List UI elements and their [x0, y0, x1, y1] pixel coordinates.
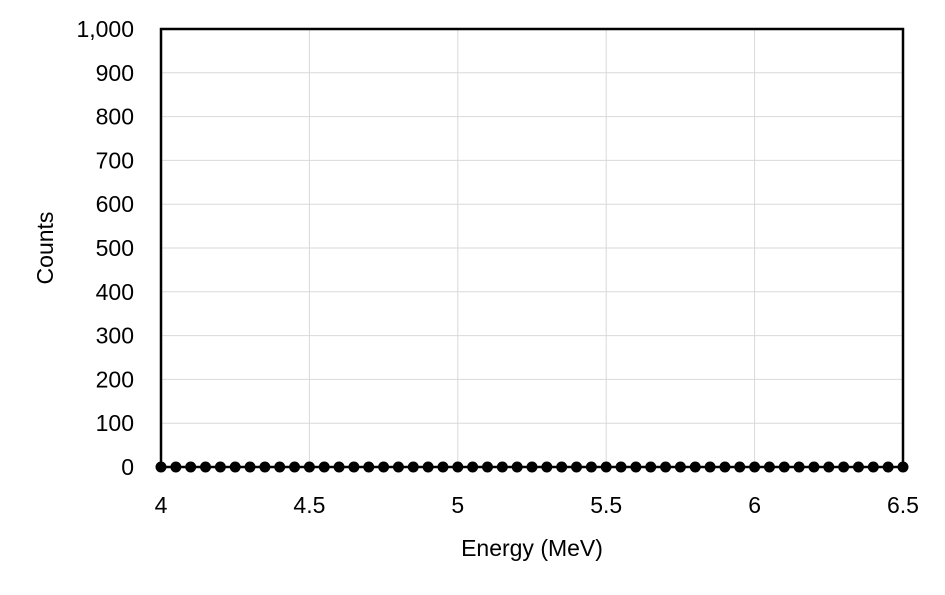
- y-tick-label: 100: [96, 410, 134, 436]
- x-tick-labels: 4 4.5 5 5.5 6 6.5: [155, 492, 919, 518]
- x-tick-label: 5.5: [590, 492, 622, 518]
- y-axis-label: Counts: [32, 212, 58, 285]
- y-tick-label: 700: [96, 147, 134, 173]
- x-tick-label: 4: [155, 492, 168, 518]
- y-tick-label: 300: [96, 323, 134, 349]
- x-tick-label: 4.5: [293, 492, 325, 518]
- plot-frame: [159, 27, 905, 469]
- y-tick-label: 0: [121, 454, 134, 480]
- y-tick-label: 500: [96, 235, 134, 261]
- y-tick-label: 400: [96, 279, 134, 305]
- x-tick-label: 6.5: [887, 492, 919, 518]
- y-tick-labels: 0 100 200 300 400 500 600 700 800 900 1,000: [76, 16, 134, 480]
- y-tick-label: 1,000: [76, 16, 134, 42]
- grid: [160, 28, 904, 468]
- y-tick-label: 800: [96, 104, 134, 130]
- y-tick-label: 600: [96, 191, 134, 217]
- x-axis-label: Energy (MeV): [461, 535, 603, 561]
- x-tick-label: 5: [451, 492, 464, 518]
- y-tick-label: 900: [96, 60, 134, 86]
- y-tick-label: 200: [96, 366, 134, 392]
- x-tick-label: 6: [748, 492, 761, 518]
